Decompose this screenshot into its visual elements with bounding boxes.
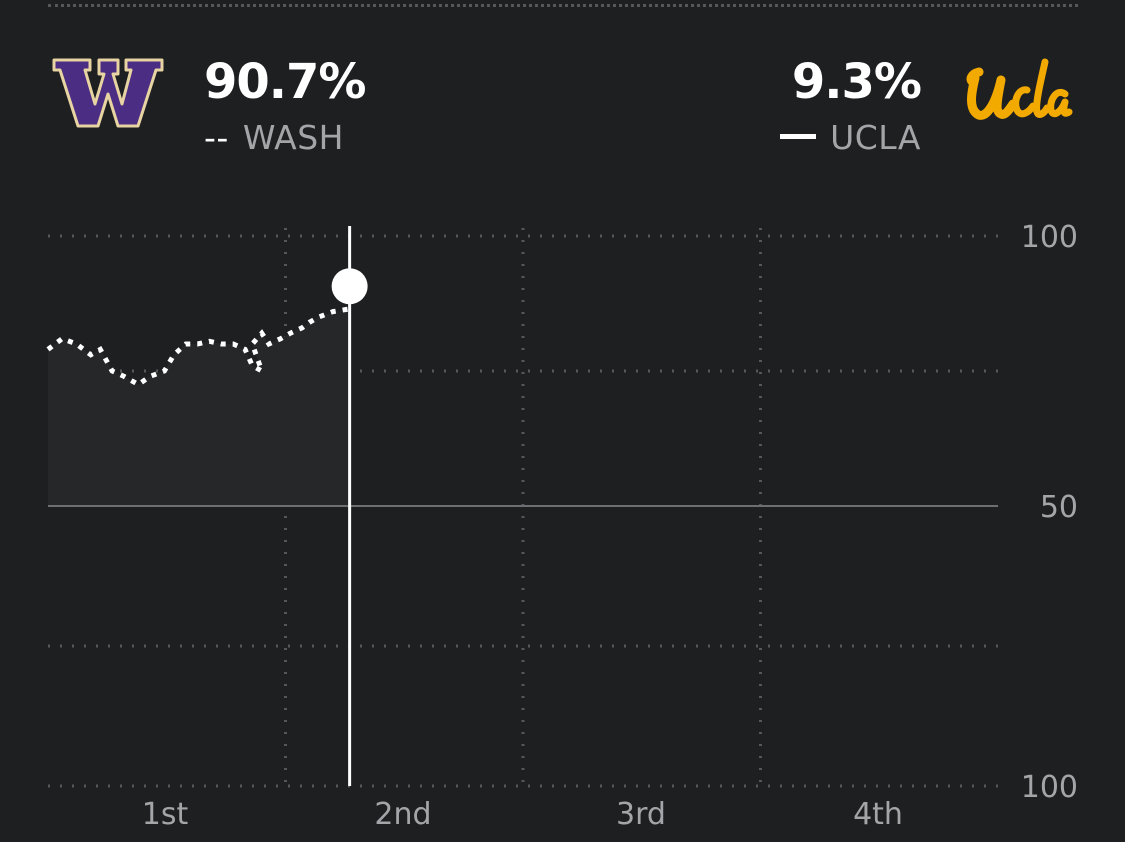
ucla-script-logo	[966, 58, 1073, 120]
x-tick-label-4th: 4th	[853, 797, 903, 832]
away-win-probability: 9.3%	[791, 54, 922, 110]
win-probability-chart: 100 50 100 1st 2nd 3rd 4th	[46, 220, 1078, 832]
wash-series-line	[46, 306, 351, 388]
away-team-abbr: UCLA	[830, 118, 921, 157]
x-tick-label-3rd: 3rd	[616, 797, 666, 832]
away-legend-solid-key	[780, 134, 817, 139]
y-tick-label-top: 100	[1021, 220, 1078, 255]
wash-area-fill	[48, 308, 350, 506]
y-tick-label-mid: 50	[1040, 490, 1078, 525]
y-tick-label-bottom: 100	[1021, 770, 1078, 805]
home-win-probability: 90.7%	[204, 54, 367, 110]
x-tick-label-2nd: 2nd	[374, 797, 431, 832]
top-divider	[48, 4, 1078, 7]
current-probability-marker	[331, 268, 368, 305]
home-legend-dashed-key: --	[204, 118, 229, 157]
uw-block-w-logo	[52, 58, 164, 128]
home-team-abbr: WASH	[242, 118, 344, 157]
x-tick-label-1st: 1st	[142, 797, 189, 832]
